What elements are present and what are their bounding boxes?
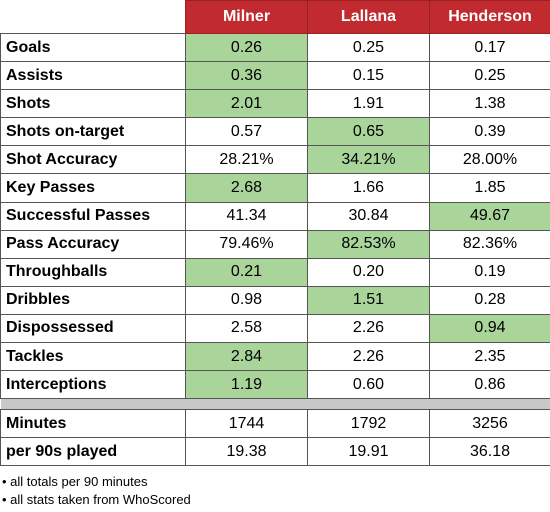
- stat-row: Key Passes 2.68 1.66 1.85: [0, 173, 550, 203]
- stat-value: 2.01: [185, 89, 308, 119]
- header-blank-cell: [0, 0, 186, 34]
- stat-value: 0.57: [185, 117, 308, 147]
- stat-label: Dribbles: [0, 285, 186, 315]
- stat-row: Successful Passes 41.34 30.84 49.67: [0, 201, 550, 231]
- stat-label: Shots on-target: [0, 117, 186, 147]
- stat-label: Assists: [0, 61, 186, 91]
- stat-value: 2.26: [307, 342, 430, 372]
- stat-value: 0.15: [307, 61, 430, 91]
- stat-value: 0.86: [429, 370, 550, 400]
- stat-value: 82.36%: [429, 229, 550, 259]
- stat-value: 0.20: [307, 257, 430, 287]
- summary-value: 1792: [307, 409, 430, 439]
- summary-value: 1744: [185, 409, 308, 439]
- stat-label: Dispossessed: [0, 313, 186, 344]
- stat-label: Pass Accuracy: [0, 229, 186, 259]
- stat-label: Throughballs: [0, 257, 186, 287]
- stat-value: 1.38: [429, 89, 550, 119]
- separator-cell: [185, 398, 308, 411]
- stat-value: 2.35: [429, 342, 550, 372]
- stat-row: Pass Accuracy 79.46% 82.53% 82.36%: [0, 229, 550, 259]
- separator-row: [0, 398, 550, 411]
- stat-value: 0.17: [429, 32, 550, 63]
- stat-row: Shots on-target 0.57 0.65 0.39: [0, 117, 550, 147]
- stat-value: 2.26: [307, 313, 430, 344]
- stat-value: 2.68: [185, 173, 308, 203]
- stat-value: 28.21%: [185, 145, 308, 175]
- stat-row: Dribbles 0.98 1.51 0.28: [0, 285, 550, 315]
- stat-value: 1.91: [307, 89, 430, 119]
- footnote: • all stats taken from WhoScored: [2, 492, 191, 507]
- stat-value: 34.21%: [307, 145, 430, 175]
- separator-cell: [307, 398, 430, 411]
- stat-row: Dispossessed 2.58 2.26 0.94: [0, 313, 550, 344]
- stat-label: Key Passes: [0, 173, 186, 203]
- player-header: Lallana: [307, 0, 430, 34]
- stat-label: Shots: [0, 89, 186, 119]
- summary-value: 19.91: [307, 437, 430, 467]
- player-header: Milner: [185, 0, 308, 34]
- stat-value: 0.21: [185, 257, 308, 287]
- separator-cell: [429, 398, 550, 411]
- summary-value: 19.38: [185, 437, 308, 467]
- footnote: • all totals per 90 minutes: [2, 474, 148, 489]
- stat-value: 0.36: [185, 61, 308, 91]
- separator-cell: [0, 398, 186, 411]
- summary-value: 3256: [429, 409, 550, 439]
- stat-value: 1.85: [429, 173, 550, 203]
- stat-value: 0.26: [185, 32, 308, 63]
- stat-row: Goals 0.26 0.25 0.17: [0, 32, 550, 63]
- stats-body: Goals 0.26 0.25 0.17 Assists 0.36 0.15 0.25 Shot…: [0, 32, 550, 467]
- summary-row: Minutes 1744 1792 3256: [0, 409, 550, 439]
- player-header: Henderson: [429, 0, 550, 34]
- stat-value: 82.53%: [307, 229, 430, 259]
- stat-label: Tackles: [0, 342, 186, 372]
- header-row: Milner Lallana Henderson: [0, 0, 550, 34]
- stat-row: Throughballs 0.21 0.20 0.19: [0, 257, 550, 287]
- footnotes: • all totals per 90 minutes • all stats …: [2, 473, 191, 509]
- stat-value: 79.46%: [185, 229, 308, 259]
- stat-value: 0.28: [429, 285, 550, 315]
- stat-row: Assists 0.36 0.15 0.25: [0, 61, 550, 91]
- stat-label: Shot Accuracy: [0, 145, 186, 175]
- stat-row: Tackles 2.84 2.26 2.35: [0, 342, 550, 372]
- stat-value: 0.98: [185, 285, 308, 315]
- stat-row: Shots 2.01 1.91 1.38: [0, 89, 550, 119]
- stat-value: 28.00%: [429, 145, 550, 175]
- stat-value: 0.19: [429, 257, 550, 287]
- stat-value: 1.19: [185, 370, 308, 400]
- stat-value: 0.60: [307, 370, 430, 400]
- stat-value: 2.84: [185, 342, 308, 372]
- stat-row: Interceptions 1.19 0.60 0.86: [0, 370, 550, 400]
- stat-value: 30.84: [307, 201, 430, 231]
- stat-label: Goals: [0, 32, 186, 63]
- stat-value: 2.58: [185, 313, 308, 344]
- stat-value: 0.39: [429, 117, 550, 147]
- stat-value: 0.25: [429, 61, 550, 91]
- stats-table: Milner Lallana Henderson Goals 0.26 0.25 0.…: [0, 0, 550, 467]
- stat-value: 1.66: [307, 173, 430, 203]
- stat-value: 41.34: [185, 201, 308, 231]
- stat-value: 1.51: [307, 285, 430, 315]
- stat-label: Interceptions: [0, 370, 186, 400]
- summary-value: 36.18: [429, 437, 550, 467]
- stat-value: 0.25: [307, 32, 430, 63]
- stat-row: Shot Accuracy 28.21% 34.21% 28.00%: [0, 145, 550, 175]
- stat-value: 49.67: [429, 201, 550, 231]
- summary-label: Minutes: [0, 409, 186, 439]
- stat-value: 0.94: [429, 313, 550, 344]
- stat-value: 0.65: [307, 117, 430, 147]
- stat-label: Successful Passes: [0, 201, 186, 231]
- summary-row: per 90s played 19.38 19.91 36.18: [0, 437, 550, 467]
- summary-label: per 90s played: [0, 437, 186, 467]
